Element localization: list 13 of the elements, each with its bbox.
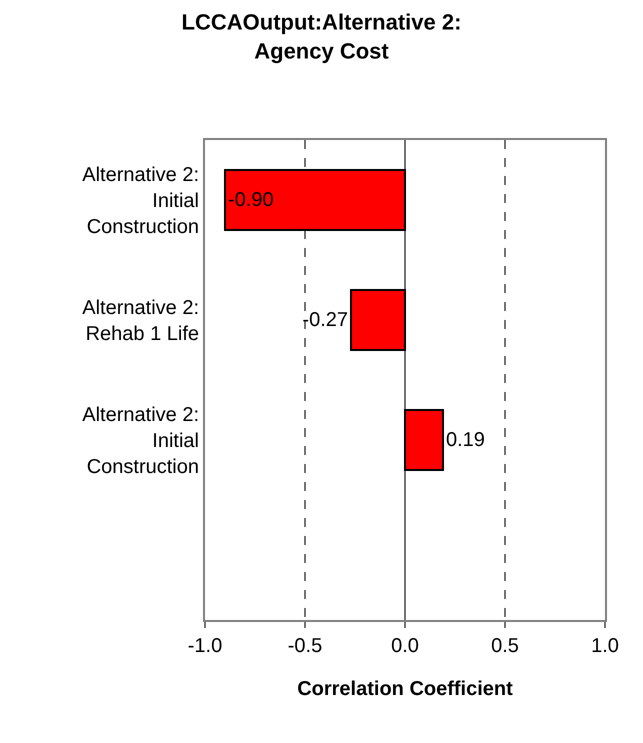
data-label: 0.19 <box>446 429 485 451</box>
x-tick-label: 0.0 <box>391 635 419 657</box>
chart-title: LCCAOutput:Alternative 2: Agency Cost <box>182 10 462 64</box>
data-label: -0.27 <box>302 309 348 331</box>
x-axis-title: Correlation Coefficient <box>297 678 514 700</box>
x-tick-label: 1.0 <box>591 635 619 657</box>
x-tick-label: -1.0 <box>188 635 222 657</box>
data-label: -0.90 <box>228 189 274 211</box>
x-tick-label: 0.5 <box>491 635 519 657</box>
y-tick-label: Alternative 2: Rehab 1 Life <box>82 297 199 345</box>
y-tick-label: Alternative 2: Initial Construction <box>82 404 199 478</box>
y-tick-label: Alternative 2: Initial Construction <box>82 164 199 238</box>
x-tick-label: -0.5 <box>288 635 322 657</box>
